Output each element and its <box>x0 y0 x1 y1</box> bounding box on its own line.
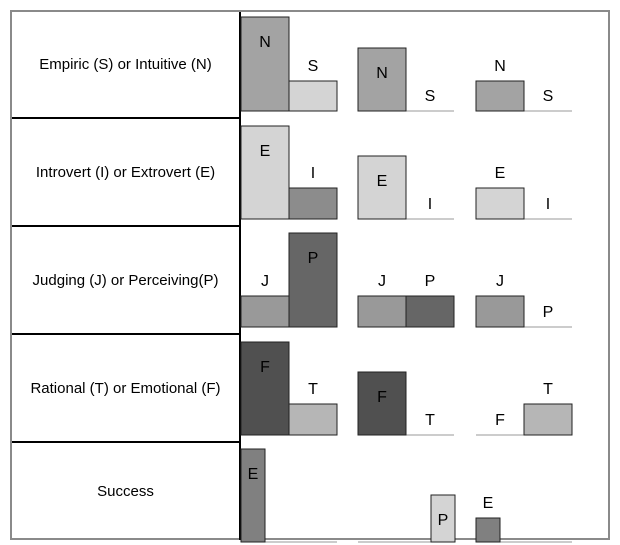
bar-label-j: J <box>496 273 504 290</box>
bar-s <box>288 80 338 112</box>
bar-label-p: P <box>543 304 554 321</box>
row-label-ie: Introvert (I) or Extrovert (E) <box>12 119 241 227</box>
bar-label-i: I <box>428 196 432 213</box>
bar-label-s: S <box>425 88 436 105</box>
bar-e <box>475 517 501 543</box>
bar-label-i: I <box>546 196 550 213</box>
bar-label-j: J <box>261 273 269 290</box>
bar-j <box>240 295 290 328</box>
row-label-jp: Judging (J) or Perceiving(P) <box>12 227 241 335</box>
bar-label-s: S <box>308 58 319 75</box>
bar-label-t: T <box>543 381 553 398</box>
bar-e <box>475 187 525 220</box>
bar-label-n: N <box>376 65 388 82</box>
bar-t <box>523 403 573 436</box>
bar-label-e: E <box>495 165 506 182</box>
bar-n <box>357 47 407 112</box>
bar-label-p: P <box>438 512 449 529</box>
bar-label-s: S <box>543 88 554 105</box>
bar-label-n: N <box>494 58 506 75</box>
figure-frame <box>10 10 610 540</box>
bar-n <box>240 16 290 112</box>
bar-label-t: T <box>425 412 435 429</box>
bar-f <box>357 371 407 436</box>
bar-label-p: P <box>308 250 319 267</box>
bar-label-e: E <box>377 173 388 190</box>
bar-p <box>430 494 456 543</box>
bar-e <box>357 155 407 220</box>
bar-label-f: F <box>260 359 270 376</box>
bar-i <box>288 187 338 220</box>
bar-label-t: T <box>308 381 318 398</box>
bar-label-e: E <box>483 495 494 512</box>
bar-label-j: J <box>378 273 386 290</box>
bar-label-f: F <box>495 412 505 429</box>
bar-n <box>475 80 525 112</box>
bar-t <box>288 403 338 436</box>
bar-e <box>240 448 266 543</box>
bar-label-e: E <box>260 143 271 160</box>
row-label-tf: Rational (T) or Emotional (F) <box>12 335 241 443</box>
bar-p <box>405 295 455 328</box>
bar-label-p: P <box>425 273 436 290</box>
bar-j <box>475 295 525 328</box>
bar-label-f: F <box>377 389 387 406</box>
bar-p <box>288 232 338 328</box>
bar-label-e: E <box>248 466 259 483</box>
bar-label-i: I <box>311 165 315 182</box>
bar-e <box>240 125 290 220</box>
bar-f <box>240 341 290 436</box>
row-label-sn: Empiric (S) or Intuitive (N) <box>12 12 241 119</box>
row-label-success: Success <box>12 443 241 540</box>
bar-j <box>357 295 407 328</box>
bar-label-n: N <box>259 34 271 51</box>
